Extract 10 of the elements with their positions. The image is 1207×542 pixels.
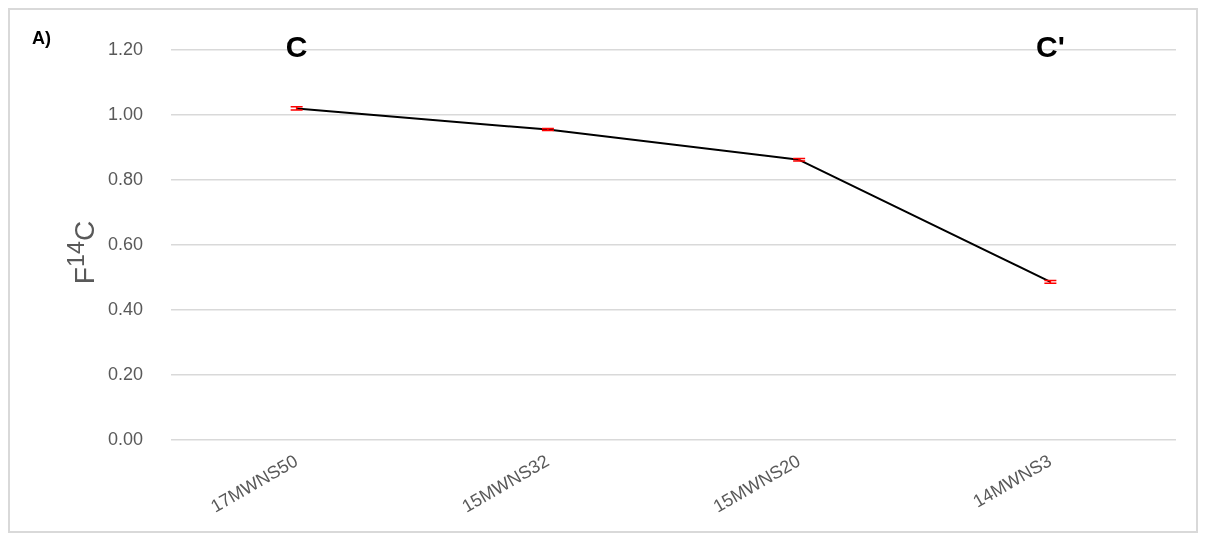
y-tick-label: 0.00 xyxy=(107,428,144,449)
y-tick-label: 1.20 xyxy=(107,38,144,59)
y-tick-label: 0.40 xyxy=(107,298,144,319)
y-tick-label: 1.00 xyxy=(107,103,144,124)
y-tick-label: 0.20 xyxy=(107,363,144,384)
y-tick-label: 0.60 xyxy=(107,233,144,254)
y-tick-label: 0.80 xyxy=(107,168,144,189)
text: A) xyxy=(32,28,51,49)
annotation: C' xyxy=(1035,30,1065,64)
annotation: C xyxy=(285,30,308,64)
